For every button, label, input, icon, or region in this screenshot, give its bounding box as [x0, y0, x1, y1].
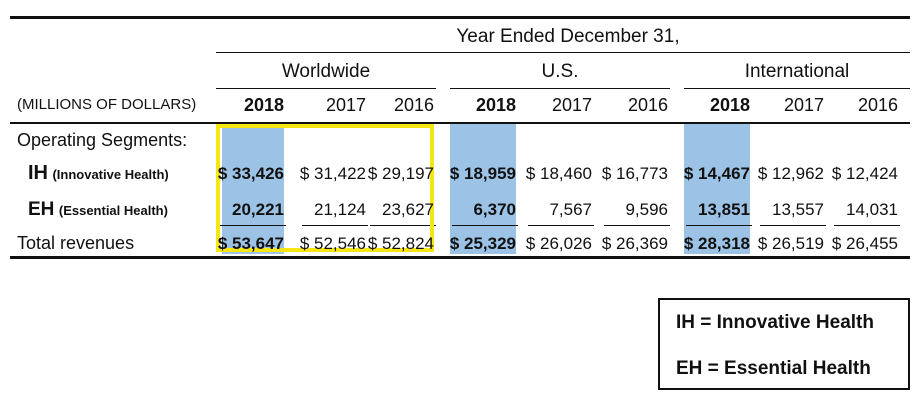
year-header-us-2: 2016 — [627, 95, 668, 115]
year-header-worldwide-0: 2018 — [243, 95, 284, 115]
group-underline-international — [684, 88, 910, 89]
subtotal-rule-3 — [452, 225, 518, 226]
cell-eh-us-1: 7,567 — [549, 200, 592, 219]
subtotal-rule-7 — [760, 225, 826, 226]
highlight-us-2018 — [450, 124, 516, 254]
row-label-eh: EH (Essential Health) — [28, 200, 168, 219]
ih-name: (Innovative Health) — [52, 167, 169, 182]
bottom-rule — [10, 256, 910, 259]
year-header-us-1: 2017 — [551, 95, 592, 115]
legend-ih: IH = Innovative Health — [676, 312, 874, 333]
cell-ih-worldwide-2: $ 29,197 — [367, 164, 434, 183]
year-header-international-1: 2017 — [783, 95, 824, 115]
cell-eh-worldwide-2: 23,627 — [382, 200, 434, 219]
cell-ih-us-0: $ 18,959 — [449, 164, 516, 183]
year-header-worldwide-1: 2017 — [325, 95, 366, 115]
header-rule — [10, 122, 910, 124]
cell-eh-us-2: 9,596 — [625, 200, 668, 219]
cell-ih-us-2: $ 16,773 — [601, 164, 668, 183]
cell-ih-international-0: $ 14,467 — [683, 164, 750, 183]
cell-eh-worldwide-1: 21,124 — [314, 200, 366, 219]
table-title: Year Ended December 31, — [456, 26, 680, 47]
subtotal-rule-6 — [686, 225, 752, 226]
cell-ih-us-1: $ 18,460 — [525, 164, 592, 183]
subtotal-rule-4 — [528, 225, 594, 226]
cell-ih-worldwide-1: $ 31,422 — [299, 164, 366, 183]
units-label: (MILLIONS OF DOLLARS) — [17, 96, 197, 113]
top-rule — [10, 16, 910, 19]
year-header-us-0: 2018 — [475, 95, 516, 115]
subtotal-rule-2 — [370, 225, 436, 226]
cell-total-worldwide-0: $ 53,647 — [217, 234, 284, 253]
group-label-us: U.S. — [541, 61, 579, 82]
group-label-international: International — [744, 61, 850, 82]
cell-total-international-1: $ 26,519 — [757, 234, 824, 253]
cell-ih-worldwide-0: $ 33,426 — [217, 164, 284, 183]
cell-total-international-0: $ 28,318 — [683, 234, 750, 253]
year-header-international-0: 2018 — [709, 95, 750, 115]
subtotal-rule-5 — [604, 225, 670, 226]
cell-total-us-1: $ 26,026 — [525, 234, 592, 253]
cell-total-worldwide-1: $ 52,546 — [299, 234, 366, 253]
cell-eh-worldwide-0: 20,221 — [232, 200, 284, 219]
highlight-international-2018 — [684, 124, 750, 254]
eh-name: (Essential Health) — [58, 203, 168, 218]
cell-eh-international-2: 14,031 — [846, 200, 898, 219]
group-label-worldwide: Worldwide — [281, 61, 371, 82]
cell-total-us-2: $ 26,369 — [601, 234, 668, 253]
group-underline-worldwide — [216, 88, 436, 89]
group-underline-us — [450, 88, 670, 89]
cell-total-international-2: $ 26,455 — [831, 234, 898, 253]
cell-total-us-0: $ 25,329 — [449, 234, 516, 253]
highlight-worldwide-2018 — [222, 124, 284, 254]
row-label-total: Total revenues — [17, 233, 135, 253]
legend-box: IH = Innovative Health EH = Essential He… — [658, 298, 910, 390]
cell-eh-international-1: 13,557 — [772, 200, 824, 219]
title-underline — [216, 52, 910, 53]
subtotal-rule-0 — [220, 225, 286, 226]
eh-abbr: EH — [28, 199, 55, 220]
subtotal-rule-1 — [302, 225, 368, 226]
cell-ih-international-1: $ 12,962 — [757, 164, 824, 183]
cell-eh-international-0: 13,851 — [698, 200, 750, 219]
year-header-worldwide-2: 2016 — [393, 95, 434, 115]
section-label: Operating Segments: — [17, 130, 188, 150]
worldwide-outline — [216, 124, 434, 252]
cell-eh-us-0: 6,370 — [473, 200, 516, 219]
cell-ih-international-2: $ 12,424 — [831, 164, 898, 183]
cell-total-worldwide-2: $ 52,824 — [367, 234, 434, 253]
subtotal-rule-8 — [834, 225, 900, 226]
ih-abbr: IH — [28, 162, 48, 184]
legend-eh: EH = Essential Health — [676, 358, 871, 379]
row-label-ih: IH (Innovative Health) — [28, 163, 169, 183]
year-header-international-2: 2016 — [857, 95, 898, 115]
